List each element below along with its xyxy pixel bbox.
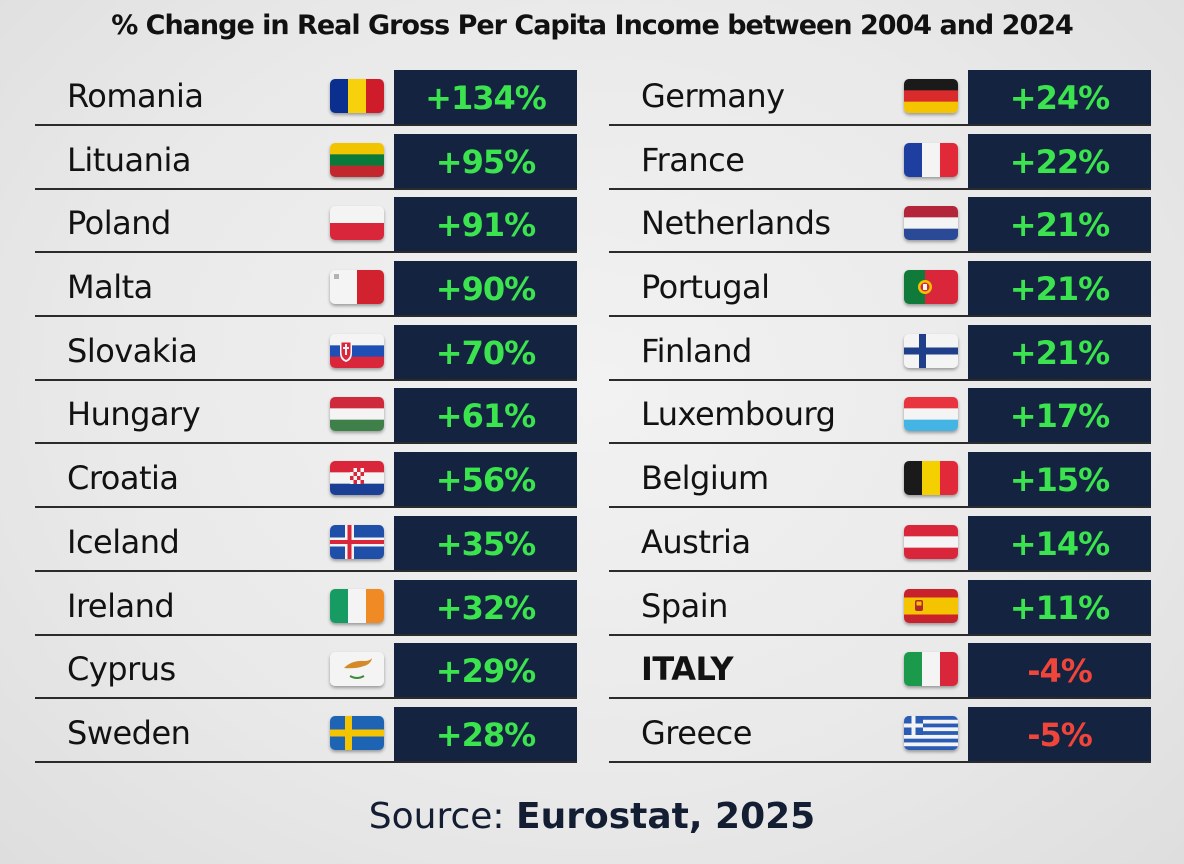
country-name: Lituania — [67, 140, 191, 179]
country-name: Poland — [67, 204, 171, 243]
romania-flag-icon — [330, 79, 384, 113]
country-name: Croatia — [67, 459, 179, 498]
table-row: Luxembourg +17% — [609, 388, 1151, 445]
table-row: Germany +24% — [609, 70, 1151, 126]
source-prefix: Source: — [368, 796, 516, 837]
table-row: Poland +91% — [35, 197, 577, 254]
country-name: Germany — [641, 77, 785, 115]
percent-change-value: -4% — [968, 643, 1151, 698]
country-name: ITALY — [641, 650, 734, 689]
table-row: Sweden +28% — [35, 706, 577, 763]
iceland-flag-icon — [330, 524, 384, 559]
country-name: Romania — [67, 77, 204, 115]
percent-change-value: +91% — [394, 197, 577, 252]
table-row: Romania +134% — [35, 70, 577, 126]
country-name: France — [641, 140, 745, 179]
percent-change-value: +22% — [968, 133, 1151, 188]
netherlands-flag-icon — [904, 206, 958, 241]
table-row: Cyprus +29% — [35, 643, 577, 700]
table-row: Croatia +56% — [35, 452, 577, 509]
hungary-flag-icon — [330, 397, 384, 432]
country-name: Malta — [67, 268, 153, 307]
percent-change-value: +15% — [968, 452, 1151, 507]
table-row: Iceland +35% — [35, 515, 577, 572]
percent-change-value: +14% — [968, 515, 1151, 570]
percent-change-value: +21% — [968, 197, 1151, 252]
source-name: Eurostat, 2025 — [515, 796, 816, 837]
percent-change-value: +70% — [394, 324, 577, 379]
country-name: Greece — [641, 713, 752, 752]
lithuania-flag-icon — [330, 142, 384, 177]
finland-flag-icon — [904, 333, 958, 368]
italy-flag-icon — [904, 652, 958, 687]
table-row: Malta +90% — [35, 261, 577, 318]
country-name: Austria — [641, 522, 751, 561]
table-row: France +22% — [609, 133, 1151, 190]
percent-change-value: +21% — [968, 261, 1151, 316]
country-name: Cyprus — [67, 650, 176, 689]
table-row: ITALY -4% — [609, 643, 1151, 700]
poland-flag-icon — [330, 206, 384, 241]
table-column-left: Romania +134% Lituania +95% Poland +91% Malta +… — [35, 70, 577, 771]
country-name: Belgium — [641, 459, 769, 498]
percent-change-value: +95% — [394, 133, 577, 188]
portugal-flag-icon — [904, 270, 958, 305]
country-name: Sweden — [67, 713, 191, 752]
country-name: Spain — [641, 586, 728, 625]
table-row: Ireland +32% — [35, 579, 577, 636]
malta-flag-icon — [330, 270, 384, 305]
chart-title: % Change in Real Gross Per Capita Income… — [111, 10, 1074, 41]
table-row: Finland +21% — [609, 324, 1151, 381]
table-row: Belgium +15% — [609, 452, 1151, 509]
percent-change-value: +28% — [394, 706, 577, 761]
percent-change-value: +21% — [968, 324, 1151, 379]
country-name: Hungary — [67, 395, 201, 434]
table-column-right: Germany +24% France +22% Netherlands +21% Port… — [609, 70, 1151, 771]
percent-change-value: +56% — [394, 452, 577, 507]
percent-change-value: +35% — [394, 515, 577, 570]
table-row: Austria +14% — [609, 515, 1151, 572]
table-row: Netherlands +21% — [609, 197, 1151, 254]
ireland-flag-icon — [330, 588, 384, 623]
percent-change-value: +17% — [968, 388, 1151, 443]
slovakia-flag-icon — [330, 333, 384, 368]
austria-flag-icon — [904, 524, 958, 559]
country-name: Netherlands — [641, 204, 831, 243]
table-row: Hungary +61% — [35, 388, 577, 445]
country-name: Portugal — [641, 268, 770, 307]
percent-change-value: +134% — [394, 70, 577, 124]
percent-change-value: +29% — [394, 643, 577, 698]
percent-change-value: -5% — [968, 706, 1151, 761]
croatia-flag-icon — [330, 461, 384, 496]
spain-flag-icon — [904, 588, 958, 623]
germany-flag-icon — [904, 79, 958, 113]
percent-change-value: +11% — [968, 579, 1151, 634]
percent-change-value: +61% — [394, 388, 577, 443]
percent-change-value: +90% — [394, 261, 577, 316]
belgium-flag-icon — [904, 461, 958, 496]
source-note: Source: Eurostat, 2025 — [0, 796, 1184, 837]
france-flag-icon — [904, 142, 958, 177]
percent-change-value: +32% — [394, 579, 577, 634]
country-name: Iceland — [67, 522, 180, 561]
country-name: Finland — [641, 331, 752, 370]
table-row: Slovakia +70% — [35, 324, 577, 381]
cyprus-flag-icon — [330, 652, 384, 687]
table-row: Spain +11% — [609, 579, 1151, 636]
table-row: Greece -5% — [609, 706, 1151, 763]
table-row: Lituania +95% — [35, 133, 577, 190]
country-name: Ireland — [67, 586, 175, 625]
luxembourg-flag-icon — [904, 397, 958, 432]
country-name: Luxembourg — [641, 395, 836, 434]
sweden-flag-icon — [330, 715, 384, 750]
country-name: Slovakia — [67, 331, 198, 370]
greece-flag-icon — [904, 715, 958, 750]
table-row: Portugal +21% — [609, 261, 1151, 318]
percent-change-value: +24% — [968, 70, 1151, 124]
